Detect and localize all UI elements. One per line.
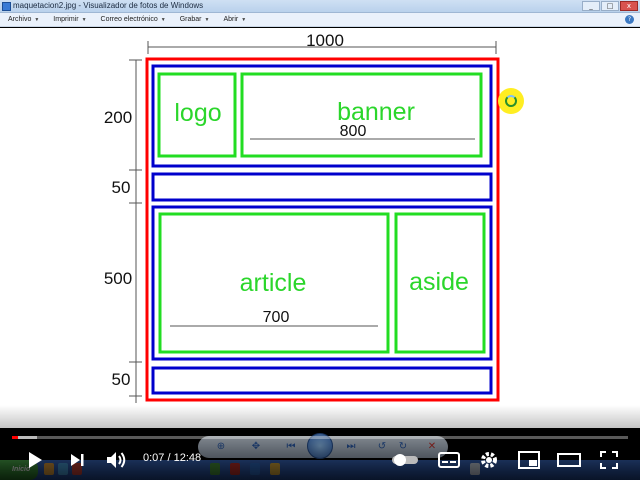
menu-grabar[interactable]: Grabar ▼	[180, 16, 210, 23]
container-box	[145, 57, 500, 402]
theater-icon	[557, 453, 581, 467]
banner-label: banner	[337, 98, 415, 126]
article-width-label: 700	[263, 309, 290, 326]
logo-box	[157, 72, 237, 158]
menu-imprimir-label: Imprimir	[53, 16, 79, 23]
menu-archivo-label: Archivo	[8, 16, 32, 23]
player-controls-gradient	[0, 405, 640, 480]
menu-grabar-label: Grabar	[179, 16, 202, 23]
settings-button[interactable]	[476, 448, 502, 472]
busy-cursor-icon	[505, 95, 517, 107]
chevron-down-icon: ▼	[34, 17, 40, 23]
menu-correo[interactable]: Correo electrónico ▼	[101, 16, 166, 23]
play-button[interactable]	[22, 448, 48, 472]
banner-width-label: 800	[340, 123, 367, 140]
next-icon	[71, 454, 84, 466]
chevron-down-icon: ▼	[204, 17, 210, 23]
chevron-down-icon: ▼	[241, 17, 247, 23]
window-buttons: _ □ x	[582, 1, 638, 11]
help-icon[interactable]: ?	[625, 15, 634, 24]
maximize-button[interactable]: □	[601, 1, 619, 11]
miniplayer-button[interactable]	[516, 448, 542, 472]
menu-correo-label: Correo electrónico	[100, 16, 158, 23]
menu-archivo[interactable]: Archivo ▼	[8, 16, 39, 23]
banner-box	[240, 72, 483, 158]
minimize-button[interactable]: _	[582, 1, 600, 11]
layout-diagram: 1000 200 50 500 50 logo banner 800 artic…	[104, 31, 500, 403]
autoplay-toggle-icon	[392, 454, 418, 466]
menu-abrir-label: Abrir	[223, 16, 239, 23]
fullscreen-button[interactable]	[596, 448, 622, 472]
row-height-main: 500	[104, 269, 132, 288]
subtitles-button[interactable]	[436, 448, 462, 472]
miniplayer-icon	[518, 451, 540, 469]
menu-abrir[interactable]: Abrir ▼	[223, 16, 246, 23]
play-icon	[29, 452, 42, 468]
fullscreen-icon	[600, 451, 618, 469]
photo-viewer-icon	[2, 2, 11, 11]
menu-imprimir[interactable]: Imprimir ▼	[53, 16, 86, 23]
subtitles-icon	[438, 452, 460, 468]
row-height-header: 200	[104, 108, 132, 127]
image-viewer: 1000 200 50 500 50 logo banner 800 artic…	[0, 28, 640, 428]
time-display: 0:07 / 12:48	[143, 452, 202, 464]
window-title: maquetacion2.jpg - Visualizador de fotos…	[13, 1, 204, 10]
menu-bar: Archivo ▼ Imprimir ▼ Correo electrónico ▼ G…	[0, 13, 640, 27]
main-section-box	[151, 205, 493, 361]
nav-box	[151, 172, 493, 202]
article-label: article	[240, 269, 307, 297]
volume-button[interactable]	[103, 448, 131, 472]
progress-played	[12, 436, 18, 439]
progress-buffered	[12, 436, 37, 439]
aside-label: aside	[409, 268, 469, 296]
chevron-down-icon: ▼	[160, 17, 166, 23]
window-title-bar: maquetacion2.jpg - Visualizador de fotos…	[0, 0, 640, 13]
volume-icon	[107, 452, 126, 468]
header-box	[151, 64, 493, 168]
footer-box	[151, 366, 493, 395]
row-height-nav: 50	[112, 178, 131, 197]
next-button[interactable]	[64, 448, 90, 472]
theater-mode-button[interactable]	[555, 448, 583, 472]
autoplay-toggle[interactable]	[390, 448, 422, 472]
aside-box	[394, 212, 486, 354]
close-button[interactable]: x	[620, 1, 638, 11]
total-width-label: 1000	[306, 31, 344, 50]
article-box	[158, 212, 390, 354]
row-height-footer: 50	[112, 370, 131, 389]
progress-bar[interactable]	[12, 436, 628, 439]
logo-label: logo	[174, 99, 221, 127]
settings-icon	[481, 452, 497, 468]
chevron-down-icon: ▼	[81, 17, 87, 23]
